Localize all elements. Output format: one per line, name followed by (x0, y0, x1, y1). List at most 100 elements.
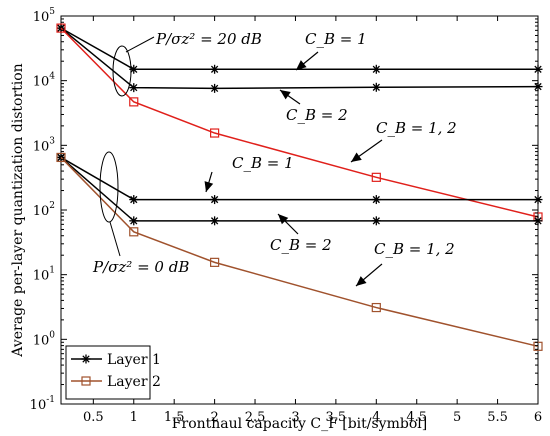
arrow-cb2-bot (277, 213, 299, 235)
x-tick-label-11: 6 (534, 410, 542, 425)
arrow-cb1-bot (204, 171, 214, 193)
series-2-point-0 (56, 23, 66, 33)
plot-area (60, 15, 539, 405)
series-1-point-3 (371, 82, 381, 92)
series-layer (56, 23, 543, 351)
series-2-point-2 (210, 128, 220, 138)
series-4-point-4 (533, 216, 543, 226)
marker-stroke (372, 65, 380, 73)
x-tick-label-10: 5.5 (487, 410, 508, 425)
legend-box (65, 345, 151, 400)
x-tick-label-1: 1 (130, 410, 138, 425)
annotation-cb1-bot: C_B = 1 (232, 154, 294, 172)
x-axis-label: Fronthaul capacity C_F [bit/symbol] (172, 416, 427, 432)
series-0-point-4 (533, 64, 543, 74)
x-tick-label-7: 4 (372, 410, 380, 425)
legend-entry-1: Layer 2 (71, 374, 161, 390)
marker-stroke (130, 217, 138, 225)
series-4-point-3 (371, 216, 381, 226)
plot-frame (60, 15, 539, 405)
series-0 (56, 23, 543, 74)
series-5-point-2 (210, 257, 220, 267)
marker-stroke (210, 195, 219, 204)
series-line-2 (60, 27, 539, 218)
series-5-point-3 (371, 302, 381, 313)
series-4 (56, 152, 543, 226)
x-tick-label-8: 4.5 (406, 410, 427, 425)
marker-stroke (534, 195, 542, 204)
arrow-cb12-top (350, 139, 383, 163)
series-3-point-4 (533, 195, 543, 205)
marker-stroke (372, 217, 380, 225)
y-axis-label: Average per-layer quantization distortio… (10, 63, 26, 357)
marker-stroke (534, 65, 542, 73)
x-tick-label-0: 0.5 (83, 410, 104, 425)
leader-snr20 (125, 36, 155, 53)
arrow-head (280, 90, 291, 100)
marker-stroke (130, 83, 138, 92)
series-3-point-2 (210, 195, 220, 205)
arrow-head (356, 276, 367, 286)
ellipse-snr20 (112, 45, 132, 97)
legend: Layer 1 Layer 2 (65, 345, 161, 400)
ellipse-snr0 (99, 151, 119, 223)
legend-marker-0 (81, 354, 91, 364)
annotation-snr20: P/σz² = 20 dB (155, 30, 262, 48)
x-tick-label-5: 3 (291, 410, 299, 425)
arrow-head (278, 214, 289, 225)
annotation-cb12-top: C_B = 1, 2 (376, 119, 457, 137)
ticks-layer: 0.5 1 1.5 2 2.5 3 3.5 4 4.5 5 5.5 6 10-1 100 101 102 103… (30, 7, 542, 425)
series-0-point-2 (210, 64, 220, 74)
annotation-snr0: P/σz² = 0 dB (92, 258, 189, 276)
legend-label-0: Layer 1 (107, 352, 161, 368)
series-line-5 (60, 156, 539, 348)
x-tick-label-2: 1.5 (164, 410, 185, 425)
marker-stroke (210, 65, 219, 73)
y-tick-label-4: 103 (33, 136, 56, 154)
annotation-cb2-top: C_B = 2 (286, 106, 348, 124)
marker-stroke (210, 84, 219, 93)
y-tick-label-2: 101 (33, 266, 55, 284)
arrow-head (296, 60, 307, 70)
series-0-point-3 (371, 64, 381, 74)
arrow-cb1-top (295, 51, 319, 71)
series-5-point-1 (129, 227, 139, 237)
y-tick-label-3: 102 (33, 201, 55, 219)
annotation-cb2-bot: C_B = 2 (270, 236, 332, 254)
marker-stroke (82, 355, 90, 363)
legend-entry-0: Layer 1 (71, 352, 161, 368)
marker-stroke (534, 217, 542, 225)
leader-snr0 (109, 221, 121, 257)
series-0-point-1 (129, 64, 139, 74)
marker-stroke (130, 195, 138, 204)
series-3 (56, 152, 543, 205)
arrow-head (204, 181, 214, 192)
arrow-cb2-top (279, 89, 301, 105)
marker-stroke (210, 217, 219, 225)
x-tick-label-3: 2 (210, 410, 218, 425)
arrow-head (351, 152, 362, 162)
legend-marker-1 (81, 376, 91, 386)
series-5-point-0 (56, 152, 66, 163)
y-tick-label-6: 105 (33, 7, 56, 25)
series-4-point-2 (210, 216, 220, 226)
series-3-point-1 (129, 195, 139, 205)
annotation-cb12-bot: C_B = 1, 2 (374, 240, 455, 258)
y-tick-label-5: 104 (33, 72, 56, 90)
y-tick-label-1: 100 (33, 330, 56, 348)
series-1-point-2 (210, 83, 220, 93)
series-2-point-3 (371, 172, 381, 182)
annotation-cb1-top: C_B = 1 (305, 30, 367, 48)
arrow-cb12-bot (355, 263, 383, 287)
series-2-point-1 (129, 97, 139, 107)
axis-labels: Fronthaul capacity C_F [bit/symbol] Avera… (10, 63, 427, 432)
x-tick-label-6: 3.5 (326, 410, 347, 425)
series-4-point-1 (129, 216, 139, 226)
series-3-point-3 (371, 195, 381, 205)
legend-label-1: Layer 2 (107, 374, 161, 390)
x-tick-label-4: 2.5 (245, 410, 266, 425)
y-tick-label-0: 10-1 (30, 395, 55, 413)
annotations-layer: P/σz² = 20 dB C_B = 1 C_B = 2 C_B = 1, 2 P/σ… (92, 30, 457, 287)
x-tick-label-9: 5 (453, 410, 461, 425)
